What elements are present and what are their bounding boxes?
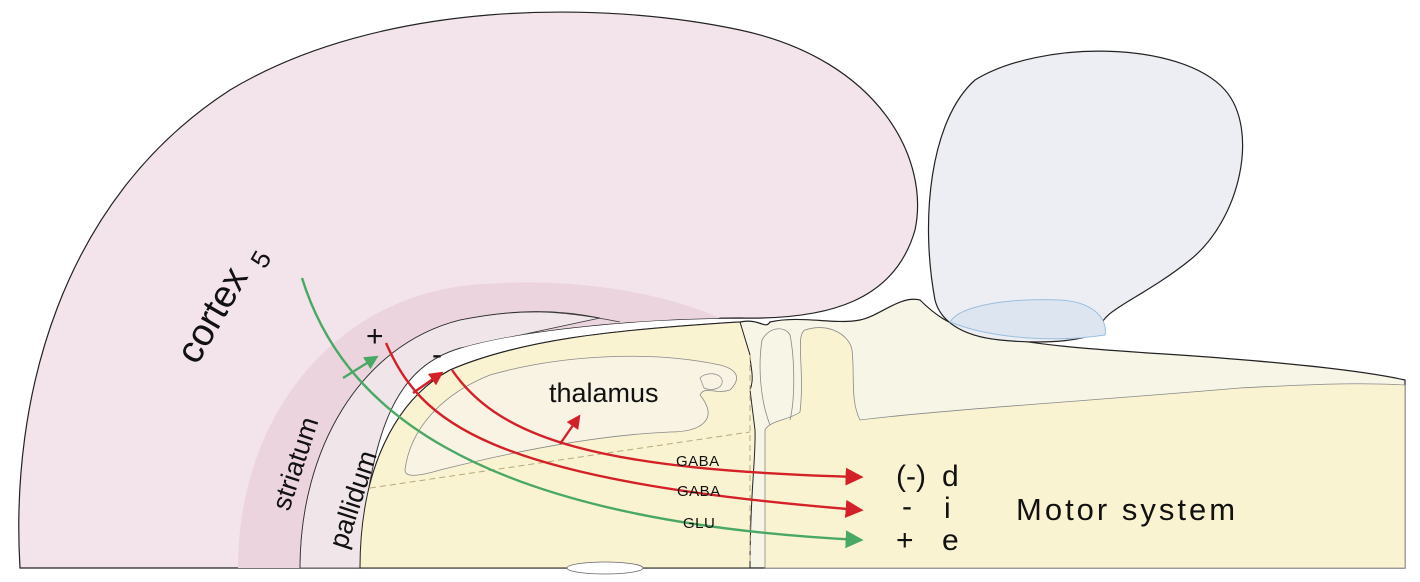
excitatory-sign-label: + <box>896 524 914 557</box>
plus-sign-label: + <box>366 320 384 353</box>
glu-label: GLU <box>683 515 715 532</box>
pathway-indirect-arrow <box>384 342 864 518</box>
pathway-direct-arrow <box>451 369 864 486</box>
motor-system-label: Motor system <box>1016 492 1238 527</box>
gaba-label-1: GABA <box>676 453 720 470</box>
minus-sign-label: - <box>432 338 442 371</box>
tectum-shape <box>927 50 1244 343</box>
cortex-to-striatum-arrow <box>342 355 379 380</box>
gaba-label-2: GABA <box>677 483 721 500</box>
indirect-sign-label: - <box>902 490 912 523</box>
indirect-letter-label: i <box>944 492 951 525</box>
midbrain-outline <box>759 328 795 426</box>
ventral-oval <box>566 561 644 575</box>
pallidum-to-thalamus-arrow <box>559 414 581 445</box>
striatum-outline <box>299 311 621 569</box>
dashed-line-horizontal <box>369 431 751 489</box>
pathway-excitatory-arrow <box>300 277 864 549</box>
direct-sign-label: (-) <box>896 460 926 493</box>
thalamus-lobe <box>699 373 723 390</box>
midbrain-shape <box>764 327 1406 569</box>
striatum-to-pallidum-arrow <box>412 371 444 394</box>
thalamus-label: thalamus <box>549 378 659 408</box>
direct-letter-label: d <box>942 460 959 493</box>
excitatory-letter-label: e <box>942 524 959 557</box>
tectum-inner-shape <box>949 299 1106 340</box>
